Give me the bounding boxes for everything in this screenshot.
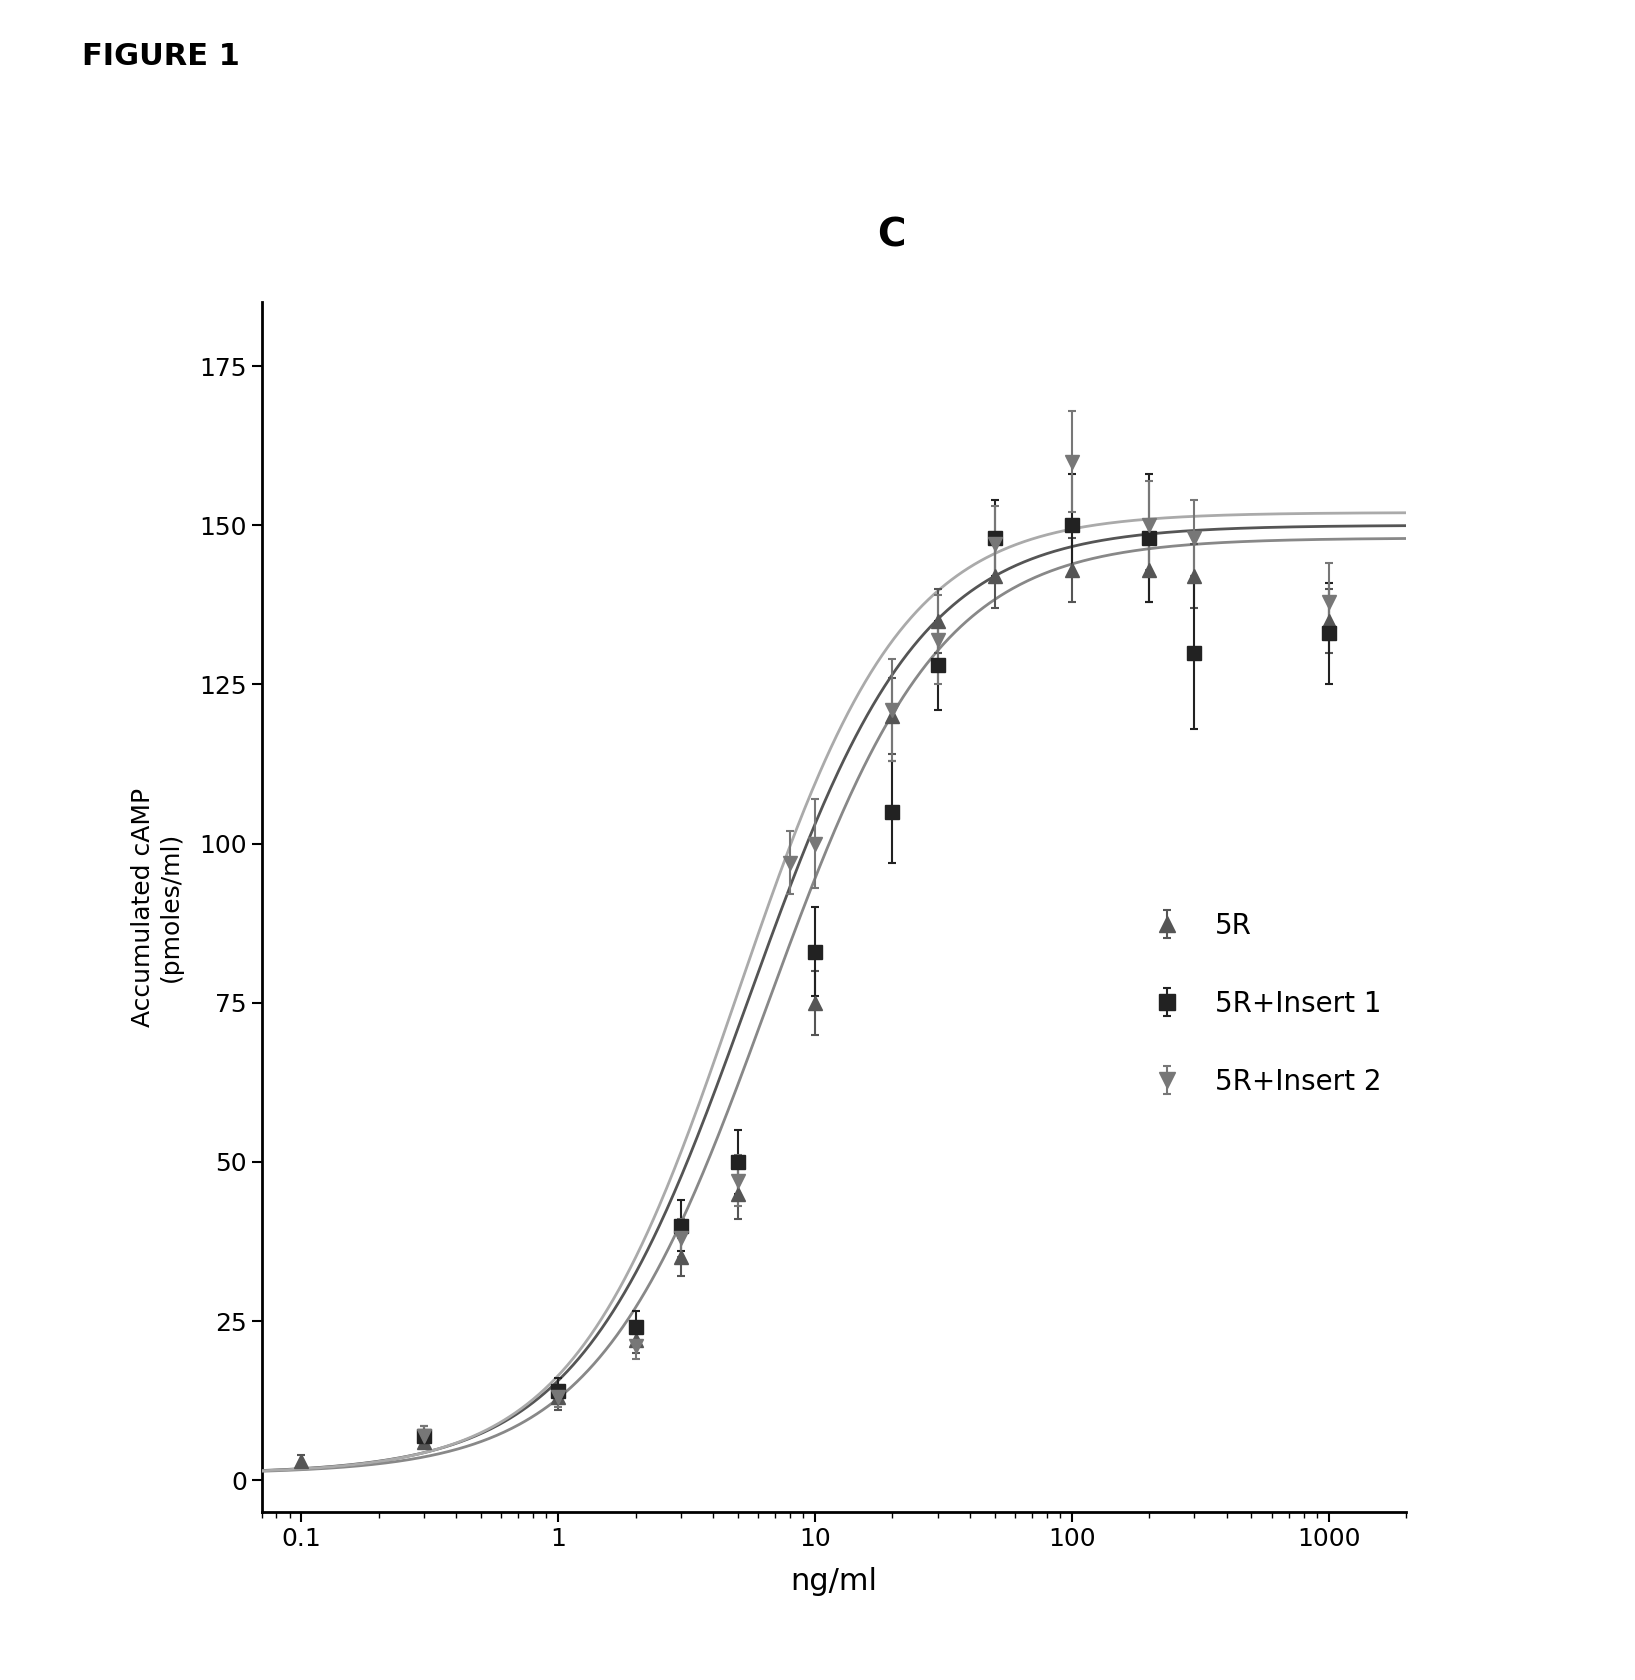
Text: C: C	[876, 217, 906, 254]
X-axis label: ng/ml: ng/ml	[790, 1567, 878, 1596]
Legend: 5R, 5R+Insert 1, 5R+Insert 2: 5R, 5R+Insert 1, 5R+Insert 2	[1143, 900, 1393, 1107]
Y-axis label: Accumulated cAMP
(pmoles/ml): Accumulated cAMP (pmoles/ml)	[131, 788, 183, 1026]
Text: FIGURE 1: FIGURE 1	[82, 42, 240, 71]
